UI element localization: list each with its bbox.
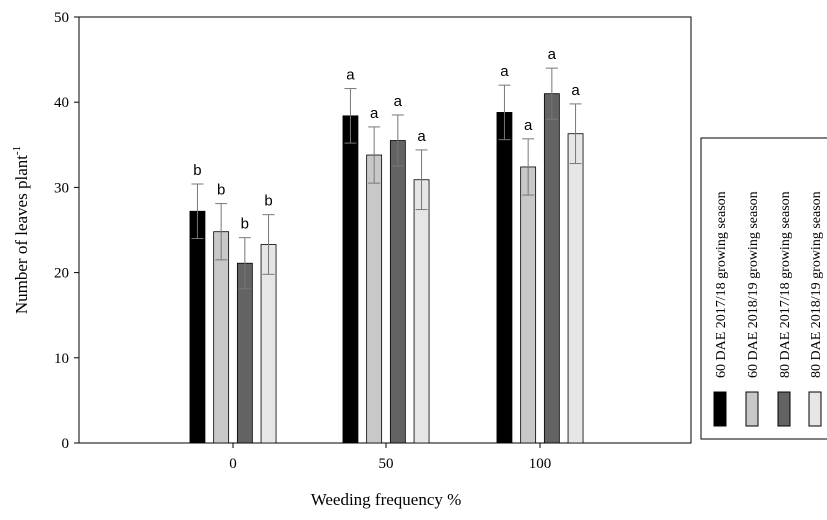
x-tick-label-1: 50 xyxy=(379,456,394,472)
bar-s1-c2 xyxy=(520,166,537,444)
bar-s2-c2 xyxy=(543,93,560,444)
bar-s2-c0 xyxy=(236,262,253,444)
significance-letter-s0-c0: b xyxy=(193,162,201,179)
bar-s0-c1 xyxy=(342,115,359,444)
x-axis-label: Weeding frequency % xyxy=(311,490,462,509)
legend-swatch-1 xyxy=(745,391,759,427)
significance-letter-s2-c1: a xyxy=(394,93,403,110)
bar-s1-c0 xyxy=(213,231,230,444)
x-tick-label-2: 100 xyxy=(529,456,552,472)
y-axis-label-main: Number of leaves plant xyxy=(12,155,31,314)
plot-frame xyxy=(78,16,692,444)
significance-letter-s1-c1: a xyxy=(370,105,379,122)
bar-s1-c1 xyxy=(366,154,383,444)
legend-swatch-3 xyxy=(808,391,822,427)
y-tick-label-4: 40 xyxy=(54,95,69,111)
x-axis: 0 50 100 xyxy=(229,443,551,472)
bar-s2-c1 xyxy=(389,140,406,444)
legend-frame xyxy=(700,137,827,440)
legend-swatch-2 xyxy=(777,391,791,427)
y-axis-label: Number of leaves plant-1 xyxy=(11,146,31,314)
legend-label-1: 60 DAE 2018/19 growing season xyxy=(746,191,761,378)
significance-letter-s2-c0: b xyxy=(241,216,249,233)
y-tick-label-2: 20 xyxy=(54,266,69,282)
legend-label-0: 60 DAE 2017/18 growing season xyxy=(714,191,729,378)
legend-label-2: 80 DAE 2017/18 growing season xyxy=(778,191,793,378)
significance-letter-s3-c2: a xyxy=(571,82,580,99)
y-tick-label-5: 50 xyxy=(54,10,69,26)
legend: 60 DAE 2017/18 growing season 60 DAE 2018… xyxy=(700,137,827,440)
significance-letter-s1-c0: b xyxy=(217,182,225,199)
significance-letter-s3-c0: b xyxy=(264,193,272,210)
significance-letter-s1-c2: a xyxy=(524,117,533,134)
legend-swatch-0 xyxy=(713,391,727,427)
bar-s0-c0 xyxy=(189,210,206,444)
legend-label-3: 80 DAE 2018/19 growing season xyxy=(809,191,824,378)
significance-letter-s3-c1: a xyxy=(417,128,426,145)
y-axis: 0 10 20 30 40 50 xyxy=(54,10,79,452)
bar-s3-c1 xyxy=(413,179,430,444)
y-tick-label-1: 10 xyxy=(54,351,69,367)
significance-letter-s0-c2: a xyxy=(500,63,509,80)
significance-letter-s0-c1: a xyxy=(346,67,355,84)
bar-s0-c2 xyxy=(496,112,513,444)
y-tick-label-0: 0 xyxy=(62,436,70,452)
x-tick-label-0: 0 xyxy=(229,456,237,472)
bar-s3-c2 xyxy=(567,133,584,444)
significance-letter-s2-c2: a xyxy=(548,46,557,63)
y-tick-label-3: 30 xyxy=(54,180,69,196)
y-axis-label-superscript: -1 xyxy=(11,146,23,155)
